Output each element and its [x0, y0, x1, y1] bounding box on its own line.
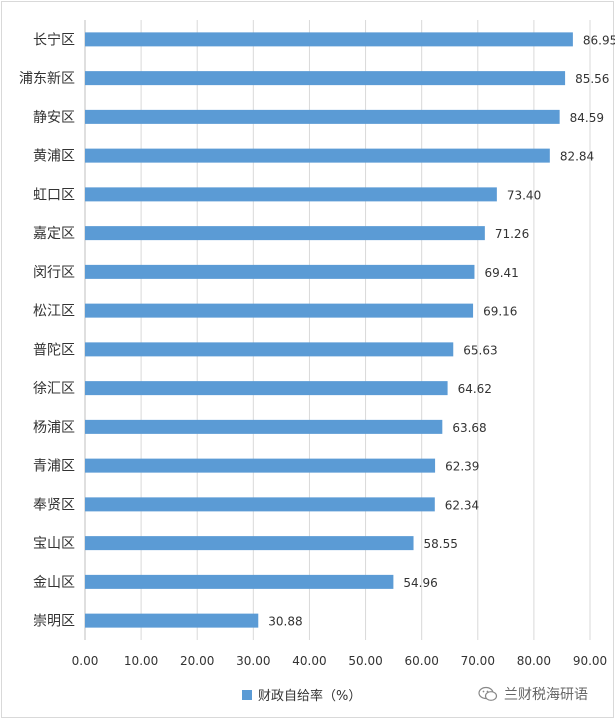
legend: 财政自给率（%）: [242, 685, 361, 704]
bar: [85, 148, 550, 163]
bar-chart: 0.00 10.00 20.00 30.00 40.00 50.00 60.00 70.00 8…: [19, 20, 615, 668]
category-label: 金山区: [33, 575, 75, 591]
data-label: 82.84: [560, 150, 594, 164]
category-label: 奉贤区: [33, 497, 75, 513]
category-label: 崇明区: [33, 614, 75, 630]
x-tick-label: 20.00: [180, 654, 214, 668]
bar: [85, 32, 573, 47]
bar: [85, 303, 474, 318]
data-label: 62.39: [445, 460, 479, 474]
data-label: 65.63: [463, 343, 497, 357]
bar: [85, 342, 454, 357]
x-tick-label: 90.00: [573, 654, 607, 668]
watermark: 兰财税海研语: [478, 684, 588, 704]
data-label: 86.95: [583, 33, 615, 47]
x-tick-label: 70.00: [461, 654, 495, 668]
category-label: 闵行区: [33, 265, 75, 281]
category-label: 松江区: [33, 304, 75, 320]
bar: [85, 187, 497, 202]
data-label: 69.41: [484, 266, 518, 280]
x-tick-label: 40.00: [292, 654, 326, 668]
bar: [85, 458, 436, 473]
x-tick-label: 0.00: [72, 654, 99, 668]
bar: [85, 381, 448, 396]
bar: [85, 613, 259, 628]
bar: [85, 226, 485, 241]
data-label: 71.26: [495, 227, 529, 241]
x-tick-label: 30.00: [236, 654, 270, 668]
category-label: 黄浦区: [33, 148, 75, 165]
data-label: 64.62: [458, 382, 492, 396]
category-label: 长宁区: [33, 31, 75, 48]
data-label: 30.88: [268, 615, 302, 629]
category-label: 杨浦区: [33, 420, 75, 436]
bar: [85, 71, 566, 86]
legend-swatch: [242, 689, 252, 700]
x-tick-label: 60.00: [404, 654, 438, 668]
data-label: 84.59: [570, 111, 604, 125]
x-tick-label: 80.00: [517, 654, 551, 668]
data-label: 54.96: [403, 576, 437, 590]
x-tick-label: 50.00: [348, 654, 382, 668]
data-label: 73.40: [507, 188, 541, 202]
data-label: 58.55: [424, 537, 458, 551]
bar: [85, 497, 435, 512]
data-label: 85.56: [575, 72, 609, 86]
wechat-icon: [478, 686, 498, 702]
data-label: 62.34: [445, 498, 479, 512]
x-tick-label: 10.00: [124, 654, 158, 668]
legend-label: 财政自给率（%）: [258, 689, 362, 704]
category-label: 静安区: [33, 110, 75, 126]
bar: [85, 264, 475, 279]
bar: [85, 536, 414, 551]
watermark-text: 兰财税海研语: [504, 687, 588, 703]
category-label: 宝山区: [33, 536, 75, 552]
category-label: 虹口区: [33, 187, 75, 203]
category-label: 浦东新区: [19, 71, 75, 87]
category-label: 嘉定区: [33, 226, 75, 242]
bar: [85, 574, 394, 589]
data-label: 63.68: [452, 421, 486, 435]
category-label: 徐汇区: [33, 381, 75, 397]
data-label: 69.16: [483, 305, 517, 319]
bar: [85, 419, 443, 434]
bar: [85, 109, 560, 124]
category-label: 普陀区: [33, 342, 75, 358]
category-label: 青浦区: [33, 459, 75, 475]
